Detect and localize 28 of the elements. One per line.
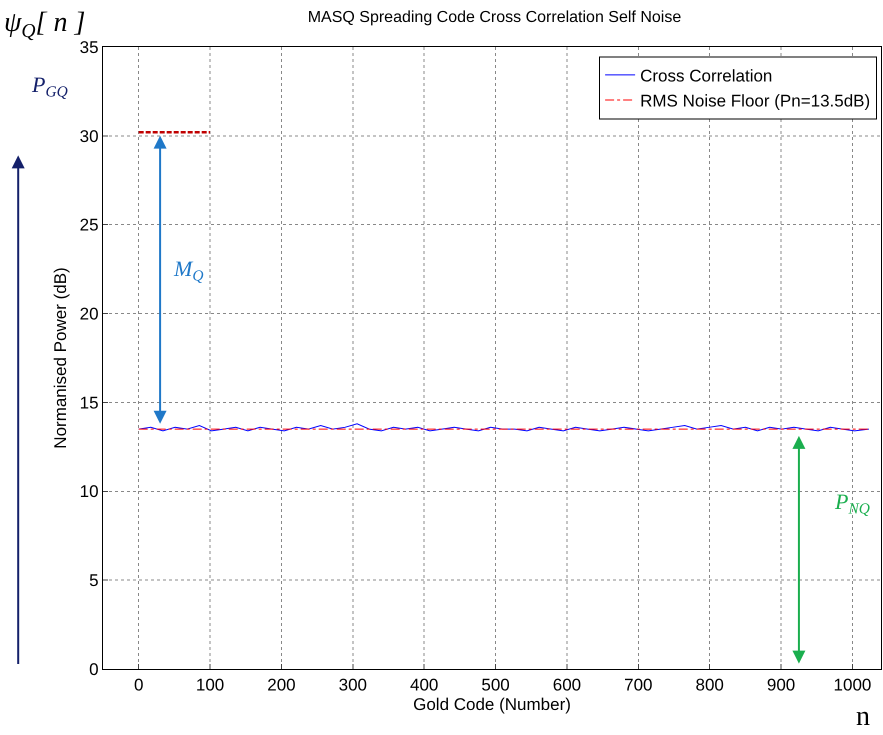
line-series bbox=[138, 423, 870, 432]
x-tick-label: 500 bbox=[481, 675, 510, 694]
y-tick-label: 20 bbox=[80, 304, 99, 324]
text: P$_{GQ}$ bbox=[31, 72, 68, 101]
y-tick-label: 10 bbox=[80, 482, 99, 502]
y-tick-label: 30 bbox=[80, 126, 99, 146]
annotation: M$_{Q}$ bbox=[173, 256, 204, 285]
legend-label: RMS Noise Floor (Pn=13.5dB) bbox=[640, 92, 870, 111]
y-axis-title: Normanised Power (dB) bbox=[51, 267, 70, 449]
x-tick-label: 200 bbox=[267, 675, 296, 694]
x-tick-label: 300 bbox=[338, 675, 368, 694]
legend-label: Cross Correlation bbox=[640, 66, 772, 86]
annotation: P$_{NQ}$ bbox=[834, 489, 870, 518]
text: n bbox=[856, 701, 870, 732]
x-tick-label: 800 bbox=[696, 675, 724, 694]
x-tick-label: 900 bbox=[766, 675, 796, 694]
chart-title: MASQ Spreading Code Cross Correlation Self Noise bbox=[308, 9, 682, 26]
x-axis-title: Gold Code (Number) bbox=[413, 694, 571, 714]
y-tick-label: 0 bbox=[89, 660, 99, 679]
x-tick-label: 0 bbox=[134, 675, 144, 694]
y-tick-label: 15 bbox=[80, 393, 99, 412]
x-tick-label: 1000 bbox=[834, 675, 872, 694]
x-tick-label: 600 bbox=[552, 675, 582, 694]
x-tick-label: 700 bbox=[624, 675, 653, 694]
y-tick-label: 25 bbox=[80, 216, 99, 235]
y-tick-label: 5 bbox=[89, 571, 99, 590]
x-tick-label: 400 bbox=[410, 675, 438, 694]
x-tick-label: 100 bbox=[196, 675, 224, 694]
